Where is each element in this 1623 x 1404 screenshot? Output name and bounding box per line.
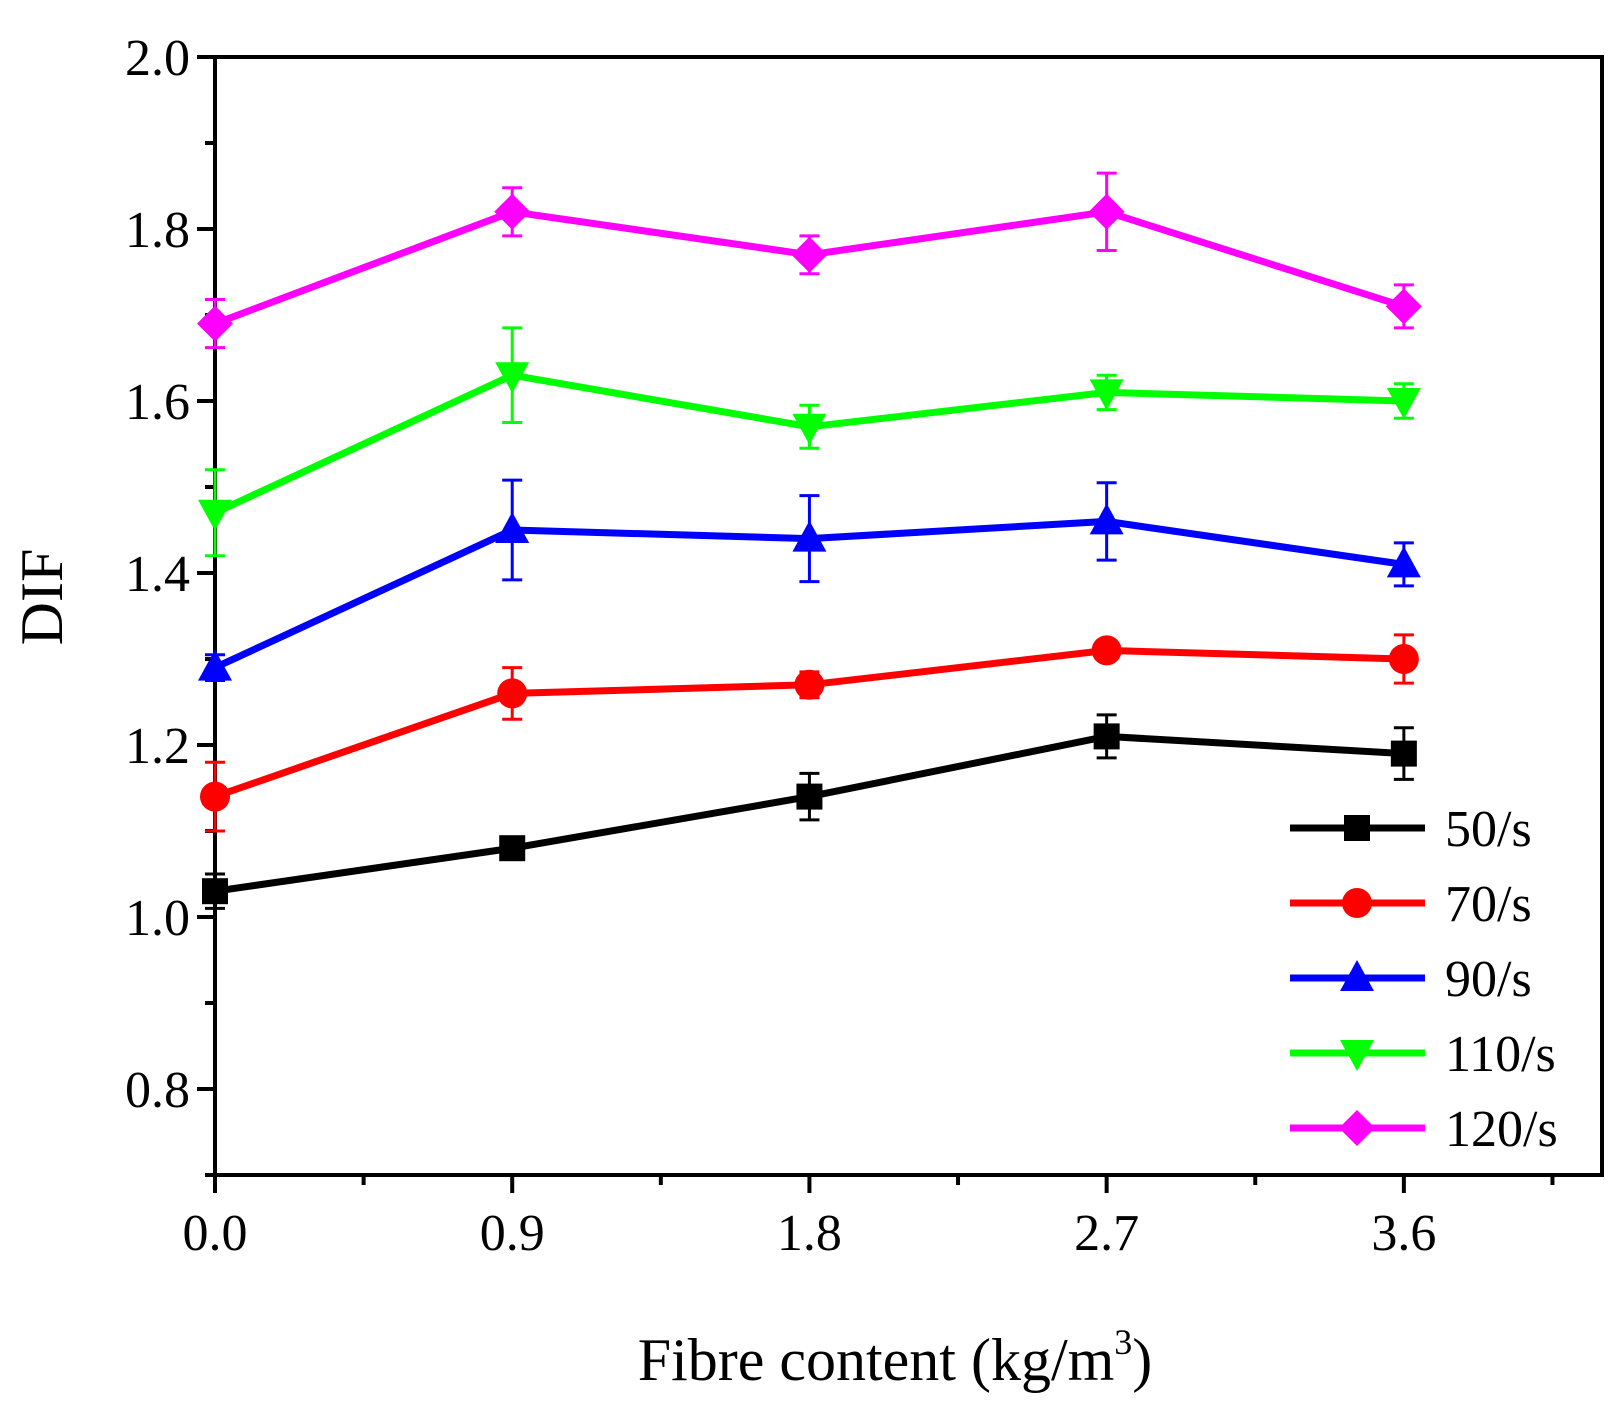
y-tick-label: 2.0 <box>125 30 190 87</box>
legend-swatch-marker <box>1340 960 1374 991</box>
data-point <box>1093 723 1120 750</box>
legend-item-70-per-s: 70/s <box>1290 876 1532 933</box>
legend-swatch-marker <box>1342 888 1372 918</box>
y-tick-label: 1.4 <box>125 546 190 603</box>
data-point <box>1091 635 1122 666</box>
legend-item-120-per-s: 120/s <box>1290 1101 1558 1158</box>
data-point <box>494 193 531 230</box>
series-50-per-s <box>202 713 1417 910</box>
y-axis-title: DIF <box>9 549 75 646</box>
data-point <box>792 413 827 445</box>
data-point <box>1390 740 1417 767</box>
series-120-per-s <box>197 171 1422 350</box>
data-point <box>796 783 823 810</box>
data-point <box>794 669 825 700</box>
data-point <box>495 512 530 543</box>
data-point <box>198 649 232 681</box>
axes: 0.0 0.9 1.8 2.7 3.6 0.8 1.0 1.2 1.4 1.6 1.8 2.0 <box>125 30 1604 1262</box>
x-tick-label: 2.7 <box>1074 1205 1139 1262</box>
legend-swatch-marker <box>1340 1040 1374 1071</box>
plot-frame <box>213 55 1604 1177</box>
data-point <box>497 678 528 709</box>
data-point <box>1388 644 1419 674</box>
legend-label: 110/s <box>1445 1026 1556 1083</box>
data-point <box>792 520 827 552</box>
data-point <box>1089 503 1124 535</box>
data-point <box>197 305 233 342</box>
series-90-per-s <box>198 478 1421 682</box>
x-tick-label: 0.0 <box>183 1205 248 1262</box>
data-point <box>499 835 526 862</box>
legend-label: 50/s <box>1445 801 1532 858</box>
data-point <box>1386 388 1421 419</box>
data-point <box>1385 288 1422 325</box>
data-point <box>200 781 230 812</box>
legend-label: 120/s <box>1445 1101 1558 1158</box>
legend-swatch-marker <box>1344 815 1370 841</box>
x-tick-label: 0.9 <box>480 1205 545 1262</box>
x-tick-label: 3.6 <box>1371 1205 1436 1262</box>
legend-label: 70/s <box>1445 876 1532 933</box>
series-layer <box>197 171 1422 910</box>
x-axis-title: Fibre content (kg/m3) <box>638 1322 1153 1393</box>
data-point <box>1088 193 1125 230</box>
legend-swatch-marker <box>1339 1110 1375 1146</box>
x-tick-label: 1.8 <box>777 1205 842 1262</box>
data-point <box>1089 379 1124 411</box>
y-tick-label: 1.8 <box>125 202 190 259</box>
y-tick-label: 0.8 <box>125 1062 190 1119</box>
data-point <box>791 236 828 273</box>
legend-label: 90/s <box>1445 951 1532 1008</box>
data-point <box>1386 546 1421 578</box>
x-axis-title-suffix: ) <box>1132 1327 1152 1393</box>
x-axis-title-superscript: 3 <box>1114 1322 1132 1362</box>
x-axis-title-main: Fibre content (kg/m <box>638 1327 1115 1393</box>
series-110-per-s <box>198 326 1421 558</box>
y-tick-label: 1.2 <box>125 718 190 775</box>
y-tick-label: 1.0 <box>125 890 190 947</box>
legend-item-90-per-s: 90/s <box>1290 951 1532 1008</box>
series-70-per-s <box>200 633 1419 833</box>
legend-item-110-per-s: 110/s <box>1290 1026 1556 1083</box>
data-point <box>198 499 232 531</box>
legend: 50/s 70/s 90/s 110/s 120/s <box>1290 801 1558 1158</box>
data-point <box>202 878 228 905</box>
legend-item-50-per-s: 50/s <box>1290 801 1532 858</box>
data-point <box>495 362 530 394</box>
y-tick-label: 1.6 <box>125 374 190 431</box>
